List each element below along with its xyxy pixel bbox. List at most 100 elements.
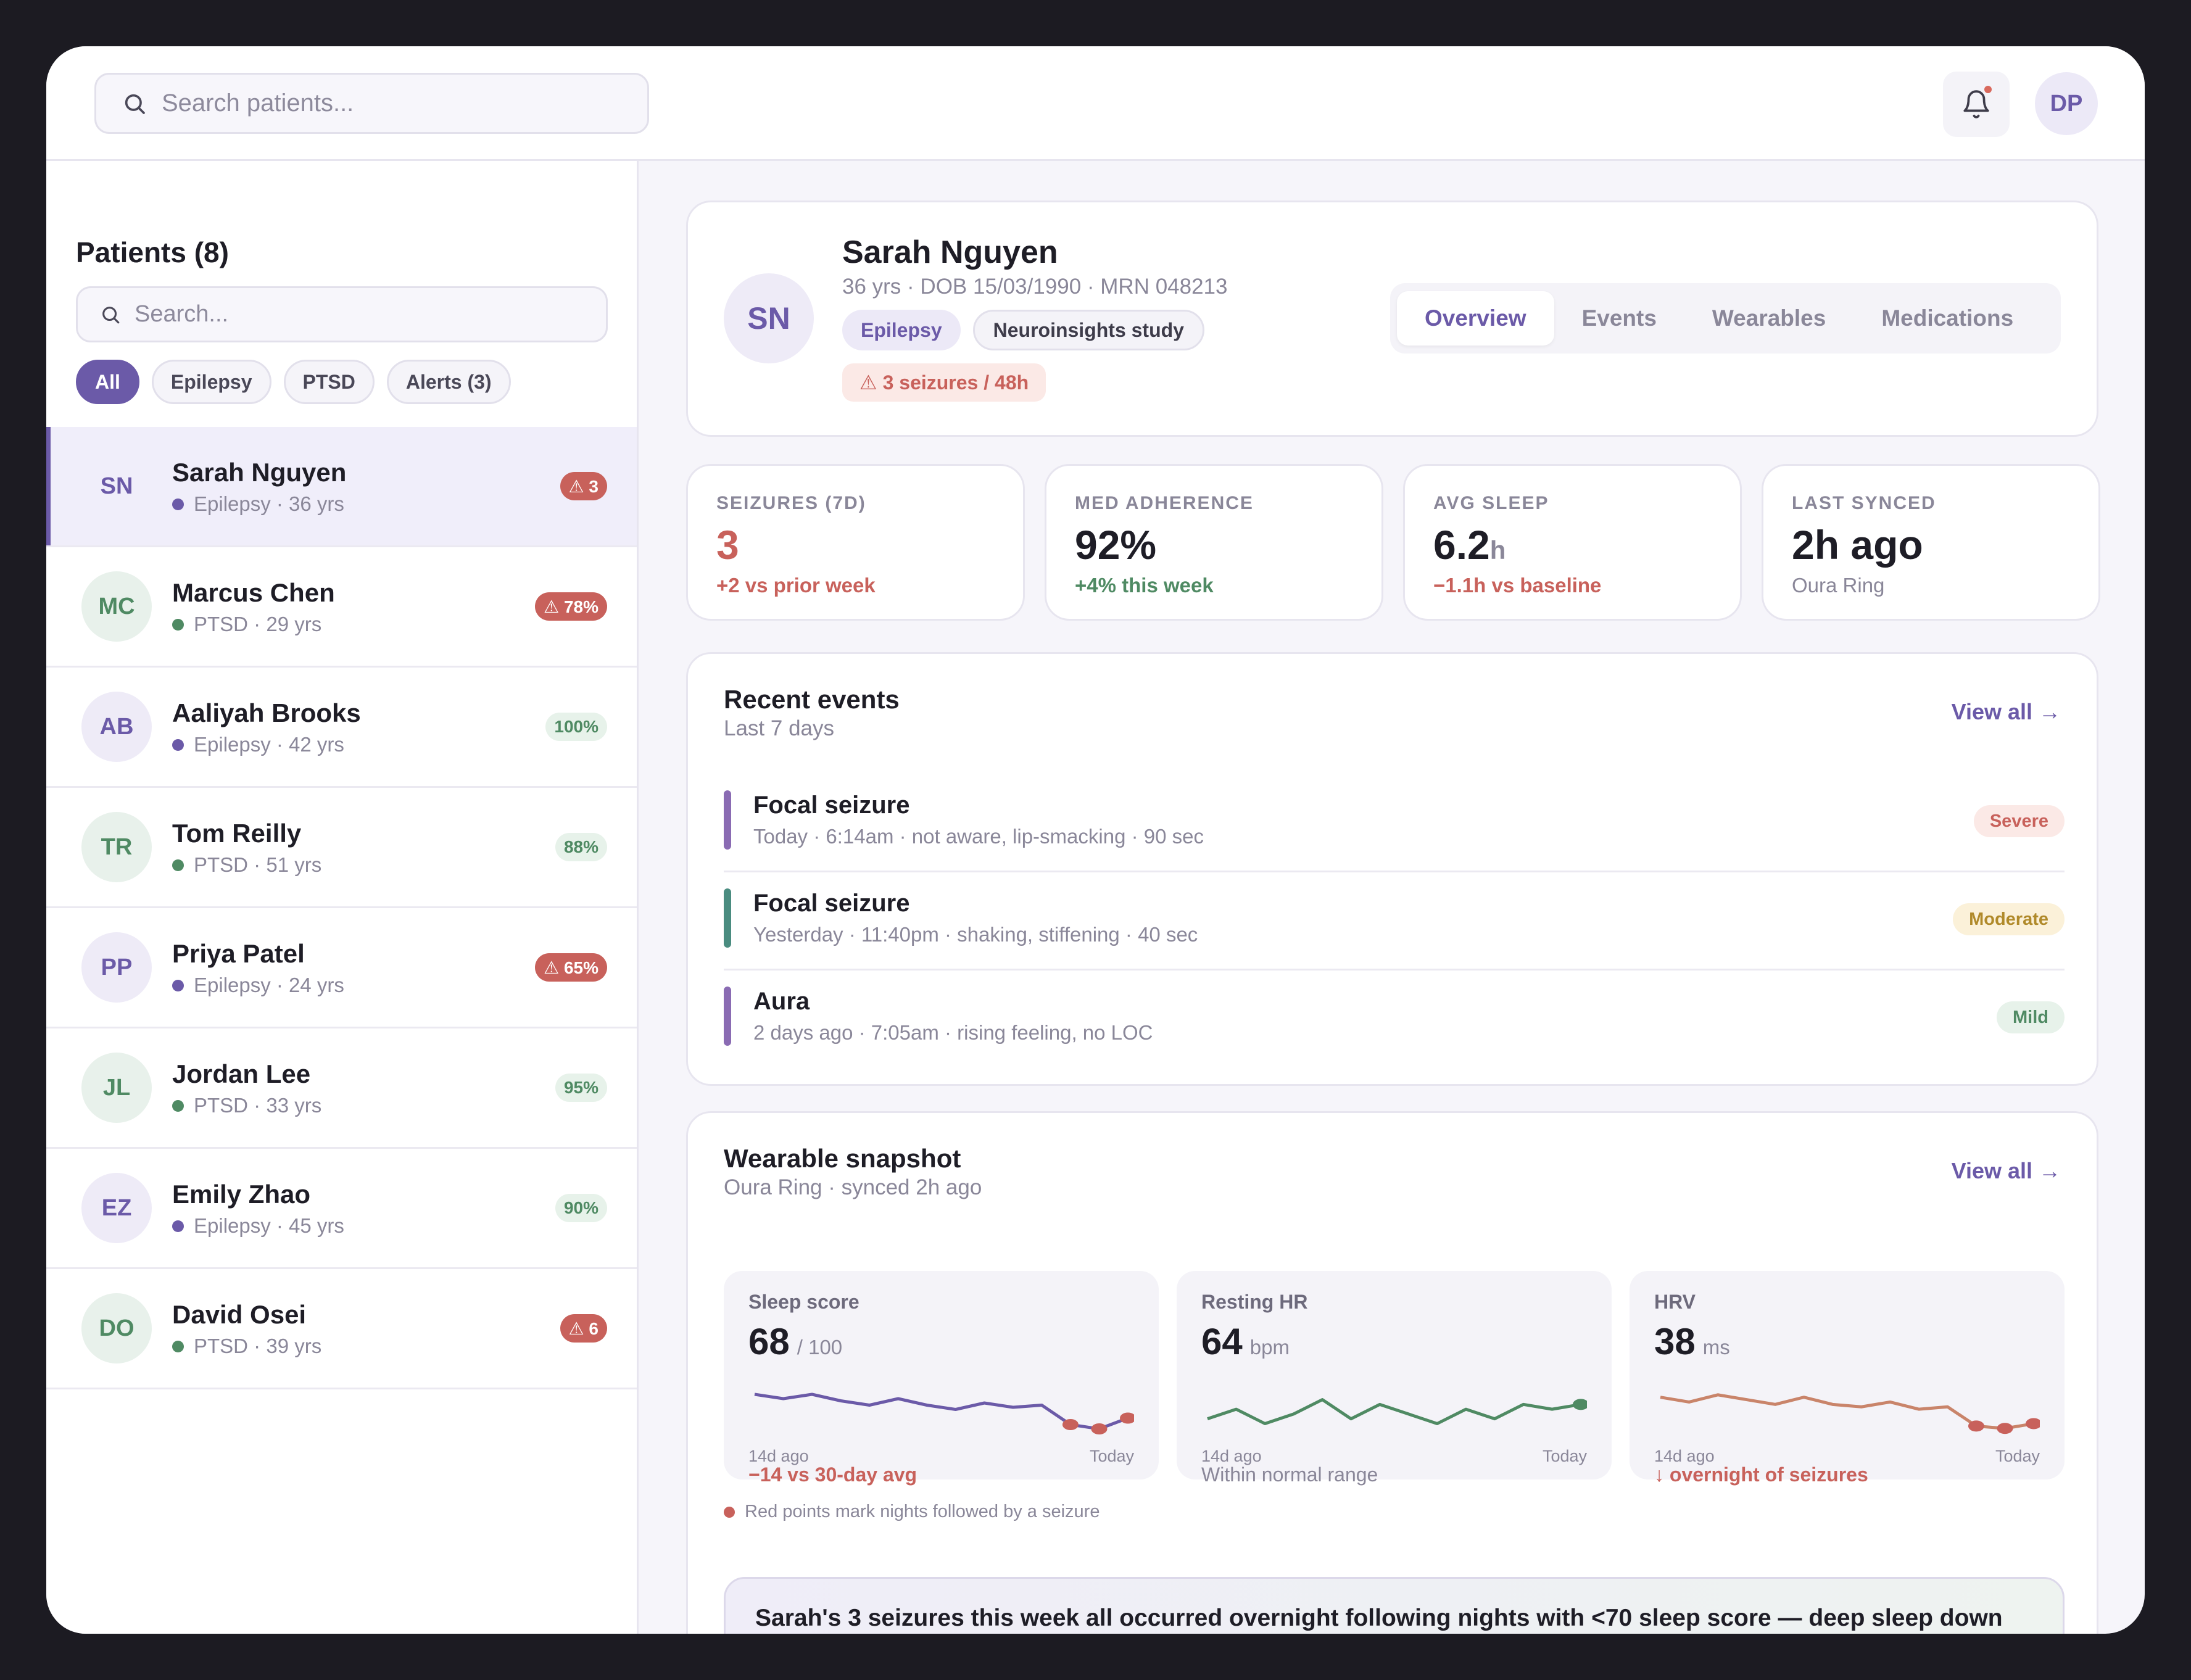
sparkline-line	[1207, 1398, 1581, 1425]
patient-status-badge: ⚠ 78%	[535, 592, 607, 621]
patient-row[interactable]: TR Tom Reilly PTSD · 51 yrs 88%	[46, 788, 637, 908]
events-list: Focal seizure Today · 6:14am · not aware,…	[724, 774, 2065, 1069]
patient-row[interactable]: DO David Osei PTSD · 39 yrs ⚠ 6	[46, 1269, 637, 1389]
condition-dot	[172, 1099, 184, 1112]
patient-meta: PTSD · 51 yrs	[172, 853, 321, 877]
patient-search-placeholder: Search...	[135, 301, 229, 327]
notifications-button[interactable]	[1943, 72, 2010, 137]
patient-row[interactable]: JL Jordan Lee PTSD · 33 yrs 95%	[46, 1028, 637, 1149]
metric-label: Sleep score	[748, 1291, 859, 1313]
patient-search-input[interactable]: Search...	[76, 286, 608, 342]
event-detail: 2 days ago · 7:05am · rising feeling, no…	[753, 1021, 1153, 1044]
tab-wearables[interactable]: Wearables	[1712, 305, 1826, 331]
events-title: Recent events	[724, 685, 900, 714]
patients-title: Patients (8)	[76, 236, 229, 268]
patient-row[interactable]: SN Sarah Nguyen Epilepsy · 36 yrs ⚠ 3	[46, 427, 637, 547]
patient-row[interactable]: MC Marcus Chen PTSD · 29 yrs ⚠ 78%	[46, 547, 637, 668]
wearable-card-hrv[interactable]: HRV 38 ms 14d ago Today ↓ overnight of seizur…	[1630, 1271, 2065, 1486]
filter-chip-alerts-3[interactable]: Alerts (3)	[386, 360, 511, 404]
patient-status-badge: 95%	[555, 1074, 607, 1102]
stat-value-number: 3	[716, 522, 739, 568]
metric-value: 38 ms	[1654, 1320, 1730, 1363]
tag-condition[interactable]: Epilepsy	[842, 310, 961, 350]
stat-label: LAST SYNCED	[1792, 493, 1936, 513]
wearable-card-sleep-score[interactable]: Sleep score 68 / 100 14d ago Today −14 vs 30-…	[724, 1271, 1159, 1486]
event-item[interactable]: Aura 2 days ago · 7:05am · rising feeling…	[724, 970, 2065, 1069]
patient-avatar: MC	[81, 571, 152, 642]
stat-value-number: 92%	[1075, 522, 1157, 568]
axis-start-label: 14d ago	[748, 1447, 809, 1465]
patient-meta-text: Epilepsy · 36 yrs	[194, 492, 344, 515]
filter-chip-all[interactable]: All	[76, 360, 139, 404]
tab-medications[interactable]: Medications	[1881, 305, 2014, 331]
stat-label: MED ADHERENCE	[1075, 493, 1254, 513]
metric-note: −14 vs 30-day avg	[748, 1463, 917, 1486]
patient-name: Sarah Nguyen	[172, 458, 347, 487]
patient-avatar: AB	[81, 692, 152, 762]
seizure-night-point[interactable]	[1062, 1419, 1079, 1430]
patient-row[interactable]: PP Priya Patel Epilepsy · 24 yrs ⚠ 65%	[46, 908, 637, 1028]
event-item[interactable]: Focal seizure Today · 6:14am · not aware,…	[724, 774, 2065, 872]
patient-tags: Epilepsy Neuroinsights study	[842, 310, 1204, 350]
patient-info: Emily Zhao Epilepsy · 45 yrs	[172, 1180, 344, 1238]
patient-info: Sarah Nguyen Epilepsy · 36 yrs	[172, 458, 346, 516]
patient-sidebar: Patients (8) Search... All Epilepsy PTSD Al…	[46, 161, 639, 1634]
global-search-placeholder: Search patients...	[162, 89, 354, 117]
stat-sub: +2 vs prior week	[716, 574, 876, 597]
global-search-input[interactable]: Search patients...	[94, 73, 649, 134]
patient-avatar: TR	[81, 812, 152, 882]
seizure-night-point[interactable]	[2026, 1418, 2040, 1430]
tag-study[interactable]: Neuroinsights study	[972, 310, 1204, 350]
event-title: Aura	[753, 988, 810, 1015]
event-color-bar	[724, 987, 731, 1046]
patient-meta-text: Epilepsy · 42 yrs	[194, 733, 344, 756]
events-view-all-link[interactable]: View all →	[1951, 699, 2061, 724]
axis-end-label: Today	[1542, 1447, 1587, 1465]
seizure-night-point[interactable]	[1997, 1423, 2013, 1434]
severity-badge: Moderate	[1953, 903, 2065, 935]
axis-start-label: 14d ago	[1201, 1447, 1262, 1465]
event-detail: Yesterday · 11:40pm · shaking, stiffenin…	[753, 923, 1198, 946]
patient-row[interactable]: AB Aaliyah Brooks Epilepsy · 42 yrs 100%	[46, 668, 637, 788]
stat-sub: −1.1h vs baseline	[1433, 574, 1602, 597]
patient-avatar: SN	[724, 273, 814, 363]
metric-label: HRV	[1654, 1291, 1696, 1313]
patient-meta: PTSD · 29 yrs	[172, 613, 335, 636]
notification-dot	[1982, 84, 1994, 95]
patient-list: SN Sarah Nguyen Epilepsy · 36 yrs ⚠ 3 MC Marc…	[46, 427, 637, 1389]
axis-end-label: Today	[1995, 1447, 2040, 1465]
seizure-night-point[interactable]	[1968, 1420, 1984, 1432]
patient-avatar: EZ	[81, 1173, 152, 1243]
metric-value-number: 68	[748, 1321, 790, 1362]
stat-card-avg-sleep: AVG SLEEP 6.2h −1.1h vs baseline	[1403, 464, 1742, 621]
events-subtitle: Last 7 days	[724, 716, 834, 740]
seizure-night-point[interactable]	[1120, 1412, 1134, 1424]
sparkline-chart	[1207, 1398, 1587, 1425]
chart-legend: Red points mark nights followed by a sei…	[724, 1502, 1100, 1522]
wearables-title: Wearable snapshot	[724, 1144, 961, 1173]
insight-callout: Sarah's 3 seizures this week all occurre…	[724, 1577, 2065, 1634]
patient-row[interactable]: EZ Emily Zhao Epilepsy · 45 yrs 90%	[46, 1149, 637, 1269]
stat-unit: h	[1489, 536, 1506, 565]
event-item[interactable]: Focal seizure Yesterday · 11:40pm · shaki…	[724, 872, 2065, 970]
tab-overview[interactable]: Overview	[1397, 291, 1554, 346]
wearables-view-all-link[interactable]: View all →	[1951, 1158, 2061, 1183]
event-detail: Today · 6:14am · not aware, lip-smacking…	[753, 825, 1204, 848]
patient-status-badge: 88%	[555, 833, 607, 861]
patient-info: Tom Reilly PTSD · 51 yrs	[172, 819, 321, 877]
patient-name: Sarah Nguyen	[842, 234, 1058, 270]
filter-chip-epilepsy[interactable]: Epilepsy	[151, 360, 271, 404]
metric-value: 68 / 100	[748, 1320, 842, 1363]
tab-events[interactable]: Events	[1581, 305, 1657, 331]
patient-meta: Epilepsy · 24 yrs	[172, 974, 344, 997]
stat-value: 3	[716, 521, 739, 568]
patient-name: David Osei	[172, 1300, 307, 1329]
patient-name: Emily Zhao	[172, 1180, 311, 1209]
patient-meta-text: Epilepsy · 24 yrs	[194, 974, 344, 996]
metric-value-number: 64	[1201, 1321, 1243, 1362]
latest-point[interactable]	[1573, 1399, 1587, 1410]
user-avatar[interactable]: DP	[2035, 72, 2098, 135]
seizure-night-point[interactable]	[1091, 1423, 1108, 1434]
wearable-card-resting-hr[interactable]: Resting HR 64 bpm 14d ago Today Within normal…	[1177, 1271, 1612, 1486]
filter-chip-ptsd[interactable]: PTSD	[283, 360, 375, 404]
